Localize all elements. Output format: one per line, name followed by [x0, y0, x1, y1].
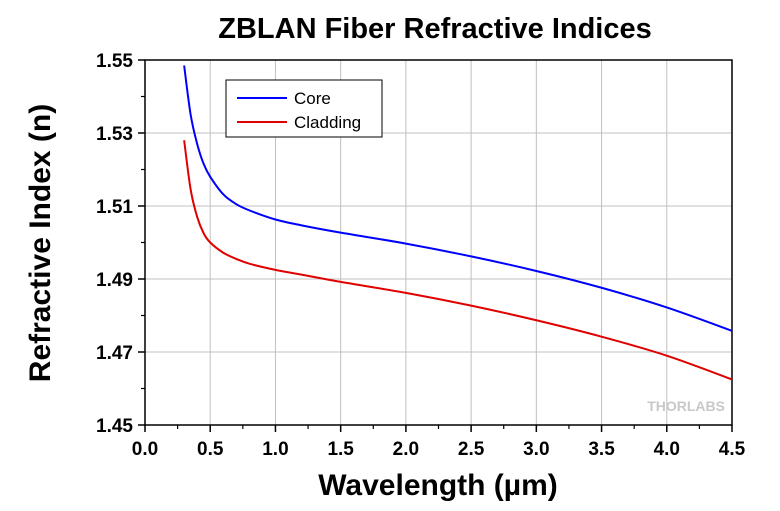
y-tick-label: 1.55	[96, 51, 133, 72]
y-tick-label: 1.51	[96, 197, 133, 218]
legend: Core Cladding	[225, 79, 383, 138]
series-line-cladding	[183, 140, 733, 381]
legend-label-cladding: Cladding	[294, 113, 361, 132]
thorlabs-watermark: THORLABS	[647, 398, 725, 414]
axis-ticks	[138, 59, 733, 432]
x-tick-label: 3.5	[588, 439, 615, 460]
x-tick-label: 3.0	[523, 439, 549, 460]
y-tick-label: 1.49	[96, 270, 133, 291]
x-tick-label: 1.0	[262, 439, 288, 460]
x-tick-label: 0.5	[197, 439, 224, 460]
y-tick-label: 1.45	[96, 416, 133, 437]
legend-box	[225, 79, 383, 138]
x-tick-labels: 0.0 0.5 1.0 1.5 2.0 2.5 3.0 3.5 4.0 4.5	[132, 439, 746, 460]
y-tick-labels: 1.45 1.47 1.49 1.51 1.53 1.55	[96, 51, 133, 437]
x-tick-label: 0.0	[132, 439, 158, 460]
x-tick-label: 1.5	[327, 439, 354, 460]
y-tick-label: 1.47	[96, 343, 133, 364]
x-tick-label: 2.0	[393, 439, 419, 460]
series-line-core	[183, 65, 733, 332]
x-tick-label: 4.0	[654, 439, 680, 460]
y-tick-label: 1.53	[96, 124, 133, 145]
y-axis-label: Refractive Index (n)	[24, 104, 57, 382]
series-lines	[183, 65, 733, 381]
legend-label-core: Core	[294, 89, 331, 108]
chart-title: ZBLAN Fiber Refractive Indices	[218, 13, 652, 45]
x-tick-label: 2.5	[458, 439, 485, 460]
x-tick-label: 4.5	[719, 439, 746, 460]
x-axis-label: Wavelength (µm)	[318, 469, 558, 502]
